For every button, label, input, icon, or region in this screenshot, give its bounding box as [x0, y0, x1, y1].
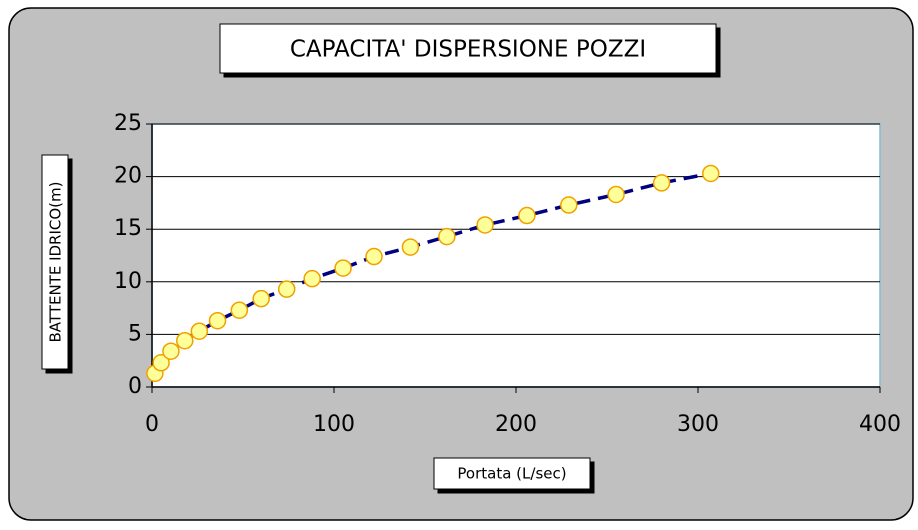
y-label-box: [41, 154, 69, 370]
data-point: [701, 164, 720, 183]
plot-area: [151, 123, 881, 388]
data-point: [303, 269, 321, 288]
x-axis-label: Portata (L/sec): [457, 465, 566, 483]
x-tick-label: 0: [145, 412, 159, 437]
y-axis-label: BATTENTE IDRICO(m): [47, 182, 65, 343]
data-point: [652, 174, 671, 192]
data-point: [152, 354, 170, 372]
data-point: [277, 280, 296, 298]
x-tick-label: 400: [859, 412, 901, 437]
x-tick-label: 200: [495, 412, 537, 437]
y-tick-label: 20: [114, 164, 142, 189]
data-point: [560, 196, 578, 214]
y-tick-label: 0: [128, 374, 142, 399]
data-point: [401, 238, 420, 256]
title-box: [219, 23, 717, 74]
y-tick-label: 25: [114, 111, 142, 136]
data-point: [176, 331, 194, 350]
data-point: [162, 342, 180, 360]
data-point: [190, 322, 209, 340]
y-tick-label: 10: [114, 269, 142, 294]
data-point: [208, 311, 227, 330]
x-label-box: [433, 457, 591, 490]
data-point: [230, 301, 249, 319]
x-tick-label: 100: [313, 412, 355, 437]
data-point: [252, 289, 270, 308]
data-point: [476, 216, 494, 234]
y-tick-label: 5: [128, 321, 142, 346]
data-point: [334, 259, 352, 277]
data-point: [518, 206, 536, 225]
y-tick-label: 15: [114, 216, 142, 241]
chart-title: CAPACITA' DISPERSIONE POZZI: [290, 37, 646, 63]
x-tick-label: 300: [677, 412, 719, 437]
data-point: [438, 227, 456, 246]
data-point: [607, 185, 625, 204]
data-point: [365, 247, 383, 266]
